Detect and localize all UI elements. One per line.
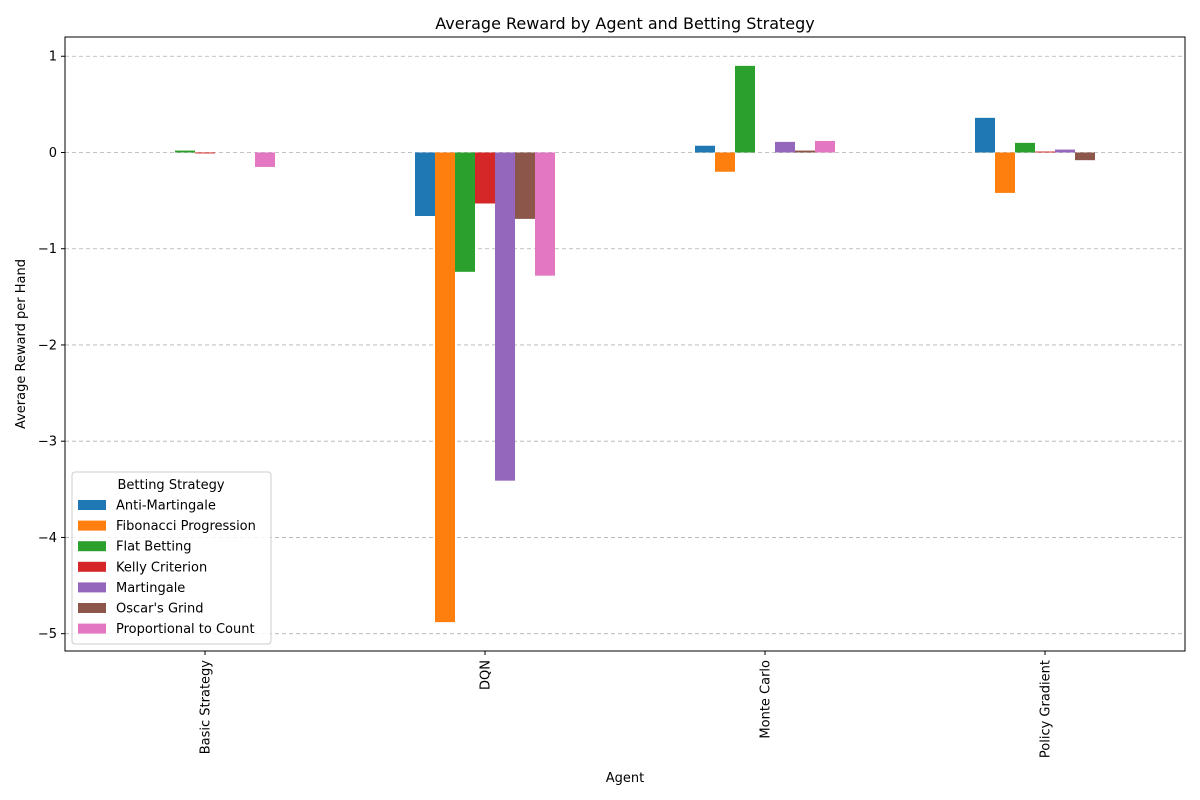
- bar: [475, 152, 495, 204]
- bar: [175, 150, 195, 153]
- legend-swatch: [78, 500, 106, 510]
- bars: [175, 65, 1095, 623]
- bar: [995, 152, 1015, 193]
- legend-label: Kelly Criterion: [116, 560, 207, 575]
- y-tick-label: 0: [49, 146, 57, 161]
- y-tick-label: −5: [38, 627, 57, 642]
- legend-label: Martingale: [116, 581, 185, 596]
- legend-swatch: [78, 541, 106, 552]
- bar: [695, 145, 715, 153]
- bar: [1015, 142, 1035, 153]
- legend-box: [71, 471, 272, 645]
- legend: Betting Strategy Anti-Martingale Fibonacc…: [71, 471, 272, 645]
- legend-swatch: [78, 603, 106, 613]
- x-tick-label: Monte Carlo: [759, 660, 774, 739]
- legend-label: Fibonacci Progression: [116, 519, 256, 534]
- bar: [1035, 151, 1055, 153]
- plot-frame: [64, 36, 1186, 652]
- bar: [1055, 149, 1075, 153]
- bar: [775, 141, 795, 153]
- bar: [715, 152, 735, 172]
- bar: [515, 152, 535, 219]
- x-tick-label: Basic Strategy: [199, 660, 214, 755]
- legend-label: Flat Betting: [116, 540, 192, 555]
- legend-swatch: [78, 520, 106, 531]
- y-tick-label: 1: [49, 50, 57, 65]
- legend-swatch: [78, 561, 106, 572]
- y-axis: 1 0 −1 −2 −3 −4 −5: [38, 50, 65, 642]
- bar: [195, 152, 215, 154]
- bar: [815, 140, 835, 153]
- legend-swatch: [78, 582, 106, 593]
- bar: [795, 150, 815, 153]
- legend-label: Oscar's Grind: [116, 602, 203, 617]
- bar: [415, 152, 435, 217]
- y-tick-label: −3: [38, 435, 57, 450]
- chart-title: Average Reward by Agent and Betting Stra…: [435, 14, 815, 33]
- bar: [975, 117, 995, 153]
- legend-label: Anti-Martingale: [116, 499, 216, 514]
- legend-swatch: [78, 623, 106, 634]
- y-tick-label: −2: [38, 338, 57, 353]
- bar: [535, 152, 555, 276]
- x-tick-label: DQN: [479, 660, 494, 690]
- bar: [495, 152, 515, 481]
- bar: [735, 65, 755, 153]
- y-tick-label: −1: [38, 242, 57, 257]
- x-tick-label: Policy Gradient: [1039, 660, 1054, 758]
- legend-label: Proportional to Count: [116, 622, 255, 637]
- y-tick-label: −4: [38, 531, 57, 546]
- bar: [455, 152, 475, 272]
- bar: [435, 152, 455, 623]
- y-axis-label: Average Reward per Hand: [14, 259, 29, 429]
- bar: [1075, 152, 1095, 161]
- legend-title: Betting Strategy: [117, 478, 224, 493]
- legend-items: Anti-Martingale Fibonacci Progression Flat…: [78, 499, 256, 637]
- bar: [255, 152, 275, 167]
- x-axis-label: Agent: [606, 771, 644, 786]
- x-axis: Basic Strategy DQN Monte Carlo Policy Gradi…: [199, 651, 1054, 758]
